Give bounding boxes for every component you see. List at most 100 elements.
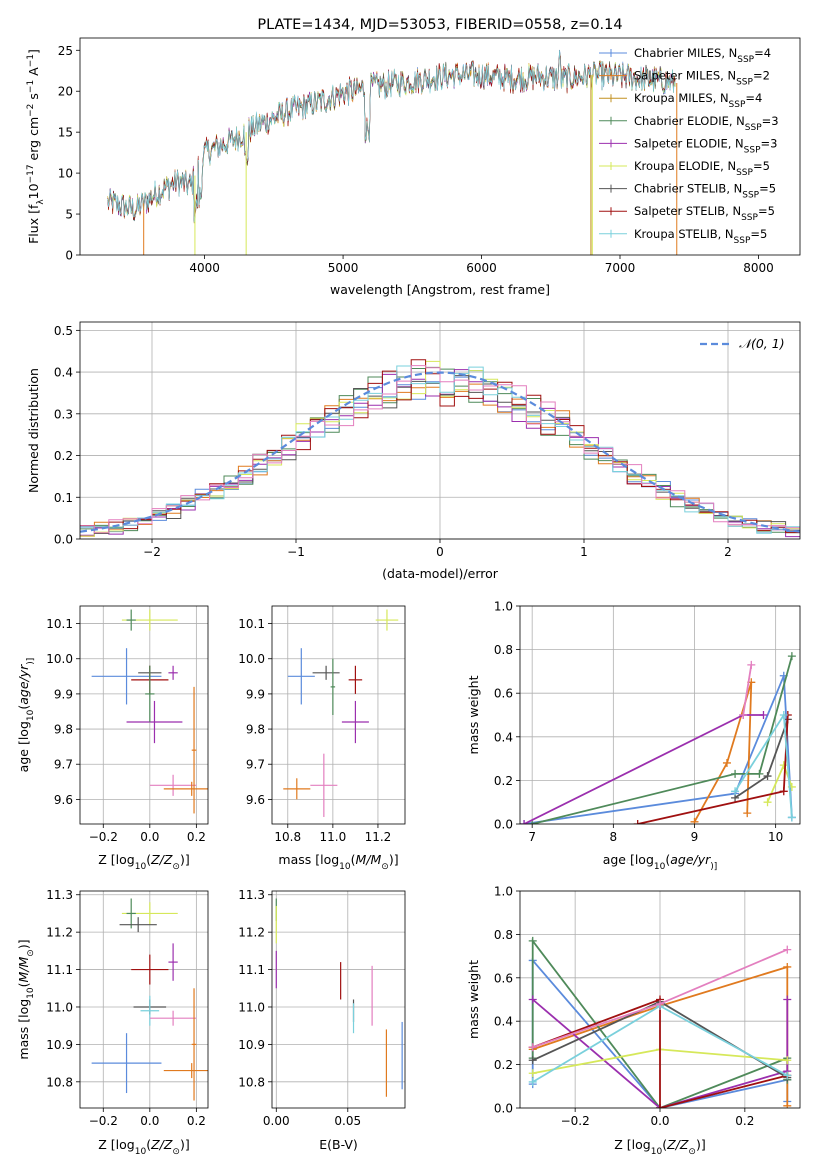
label-part: )] [710, 862, 717, 872]
panel-mass_vs_Z: −0.2 0.0 0.2 10.8 10.9 11.0 11.1 11.2 11.3 [46, 888, 209, 1128]
label-part: SSP [736, 78, 753, 88]
label-part: ( [662, 1137, 667, 1152]
x-tick-label: −2 [143, 545, 161, 559]
x-tick-label: 0.0 [140, 830, 159, 844]
y-tick-label: 0.8 [494, 928, 513, 942]
x-tick-label: 0.2 [735, 1114, 754, 1128]
label-part: =5 [750, 227, 767, 241]
mass-weight-marker [779, 761, 788, 770]
y-tick-label: 1.0 [494, 600, 513, 614]
legend-entry: Salpeter ELODIE, NSSP=3 [634, 136, 777, 155]
y-tick-label: 0.0 [494, 818, 513, 832]
label-part: SSP [745, 123, 762, 133]
legend-entry: Salpeter MILES, NSSP=2 [634, 69, 770, 88]
label-part: −1 [26, 80, 36, 93]
y-tick-label: 11.3 [238, 888, 265, 902]
x-tick-label: 8000 [743, 261, 774, 275]
x-tick-label: 9 [691, 830, 699, 844]
panel-age_vs_mass: 10.8 11.0 11.2 9.6 9.7 9.8 9.9 10.0 10.1 [238, 605, 406, 844]
x-axis-label: mass [log10(M/M⊙)] [278, 852, 398, 872]
label-part: =4 [754, 46, 771, 60]
x-tick-label: 1 [580, 545, 588, 559]
label-part: 10 [26, 709, 36, 721]
y-tick-label: 9.9 [54, 687, 73, 701]
label-part: Chabrier ELODIE, N [634, 114, 745, 128]
mass-weight-marker [783, 945, 792, 954]
x-tick-label: −0.2 [561, 1114, 590, 1128]
x-tick-label: −1 [287, 545, 305, 559]
mass-weight-marker [783, 995, 792, 1004]
mass-weight-marker [690, 817, 699, 824]
label-part: SSP [734, 236, 751, 246]
y-tick-label: 10.8 [238, 1075, 265, 1089]
label-part: )] [180, 1137, 190, 1152]
x-tick-label: 0.0 [650, 1114, 669, 1128]
label-part: Salpeter ELODIE, N [634, 136, 744, 150]
y-tick-label: 11.1 [46, 963, 73, 977]
y-tick-label: 10.0 [238, 652, 265, 666]
label-part: −17 [26, 164, 36, 183]
label-part: )] [16, 939, 31, 949]
y-axis-label: age [log10(age/yr)] [16, 658, 36, 773]
label-part: 10 [135, 1147, 147, 1157]
label-part: 10 [135, 862, 147, 872]
y-tick-label: 10.8 [46, 1075, 73, 1089]
legend-entry: Chabrier STELIB, NSSP=5 [634, 182, 776, 201]
plot-area [107, 49, 678, 255]
label-part: Z [log [98, 852, 134, 867]
label-part: Chabrier STELIB, N [634, 182, 742, 196]
label-part: )] [26, 658, 36, 665]
plot-area [283, 609, 399, 817]
x-tick-label: 0.2 [187, 830, 206, 844]
x-tick-label: 0.05 [334, 1114, 361, 1128]
mass-weight-marker [731, 769, 740, 778]
label-part: =5 [759, 182, 776, 196]
axes-frame [79, 37, 801, 256]
x-tick-label: −0.2 [89, 830, 118, 844]
label-part: s [26, 93, 41, 104]
mass-weight-marker [755, 769, 764, 778]
y-tick-label: 0.2 [54, 449, 73, 463]
y-axis-label: Flux [fλ10−17 erg cm−2 s−1 A−1] [26, 49, 46, 244]
panel-massweight_vs_age: 7 8 9 10 0.0 0.2 0.4 0.6 0.8 1.0 [494, 600, 801, 844]
axes-frame [79, 890, 209, 1109]
chart-title: PLATE=1434, MJD=53053, FIBERID=0558, z=0… [257, 17, 622, 33]
label-part: age/yr [16, 664, 31, 705]
y-tick-label: 0.4 [494, 1015, 513, 1029]
legend-entry: Kroupa MILES, NSSP=4 [634, 91, 762, 110]
label-part: 10 [26, 183, 41, 199]
plot-area [80, 359, 800, 538]
y-tick-label: 15 [58, 126, 73, 140]
label-part: age/yr [670, 852, 711, 867]
label-part: 10 [651, 1147, 663, 1157]
label-part: mass [log [16, 999, 31, 1060]
mass-weight-marker [722, 758, 731, 767]
mass-weight-marker [656, 1104, 664, 1108]
y-tick-label: 1.0 [494, 885, 513, 899]
axes-frame [271, 890, 406, 1109]
mass-weight-marker [759, 711, 768, 719]
mass-weight-marker [528, 1077, 537, 1086]
y-tick-label: 11.2 [46, 926, 73, 940]
x-axis-label: age [log10(age/yr)] [603, 852, 718, 872]
y-tick-label: 0.3 [54, 407, 73, 421]
label-part: ⊙ [172, 862, 180, 872]
label-part: SSP [742, 191, 759, 201]
label-part: =5 [753, 159, 770, 173]
y-tick-label: 10.1 [46, 617, 73, 631]
label-part: SSP [737, 55, 754, 65]
y-tick-label: 9.6 [54, 793, 73, 807]
mass-weight-line [693, 682, 753, 823]
x-tick-label: 11.0 [320, 830, 347, 844]
plot-area [520, 652, 796, 824]
mass-weight-line [637, 714, 789, 824]
label-part: Z [log [614, 1137, 650, 1152]
x-tick-label: 10.8 [274, 830, 301, 844]
label-part: Z/Z [150, 852, 173, 867]
label-part: M/M [16, 956, 31, 982]
mass-weight-marker [779, 787, 788, 796]
label-part: λ [36, 199, 46, 205]
mass-weight-marker [633, 820, 642, 824]
x-axis-label: Z [log10(Z/Z⊙)] [98, 1137, 189, 1157]
x-axis-label: E(B-V) [319, 1137, 358, 1152]
